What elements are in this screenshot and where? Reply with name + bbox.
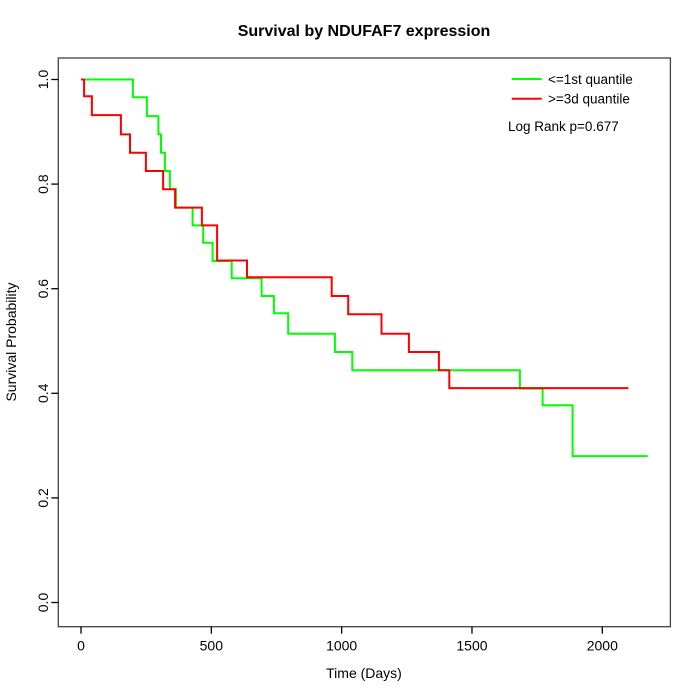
survival-curve-low-expression: [81, 78, 648, 458]
x-tick-label: 1000: [326, 638, 357, 654]
y-tick-label: 0.2: [35, 488, 51, 508]
plot-area: 0 500 1000 1500 2000 0.0 0.2 0.4 0.6 0.8 1.0: [35, 57, 672, 654]
legend-label-first-quantile: <=1st quantile: [548, 72, 633, 87]
log-rank-pvalue: Log Rank p=0.677: [508, 119, 619, 134]
x-tick-label: 500: [200, 638, 224, 654]
survival-curve-high-expression: [81, 78, 629, 390]
plot-box: [57, 57, 672, 628]
y-tick-label: 0.4: [35, 383, 51, 403]
chart-title: Survival by NDUFAF7 expression: [238, 23, 491, 40]
y-tick-label: 0.0: [35, 593, 51, 613]
legend-label-third-quantile: >=3d quantile: [548, 92, 630, 107]
y-axis-label: Survival Probability: [3, 282, 19, 401]
x-axis-label: Time (Days): [326, 665, 402, 681]
x-tick-label: 2000: [587, 638, 618, 654]
y-tick-label: 1.0: [35, 70, 51, 90]
x-tick-label: 0: [77, 638, 85, 654]
y-tick-label: 0.8: [35, 174, 51, 194]
y-tick-label: 0.6: [35, 279, 51, 299]
x-tick-label: 1500: [456, 638, 487, 654]
